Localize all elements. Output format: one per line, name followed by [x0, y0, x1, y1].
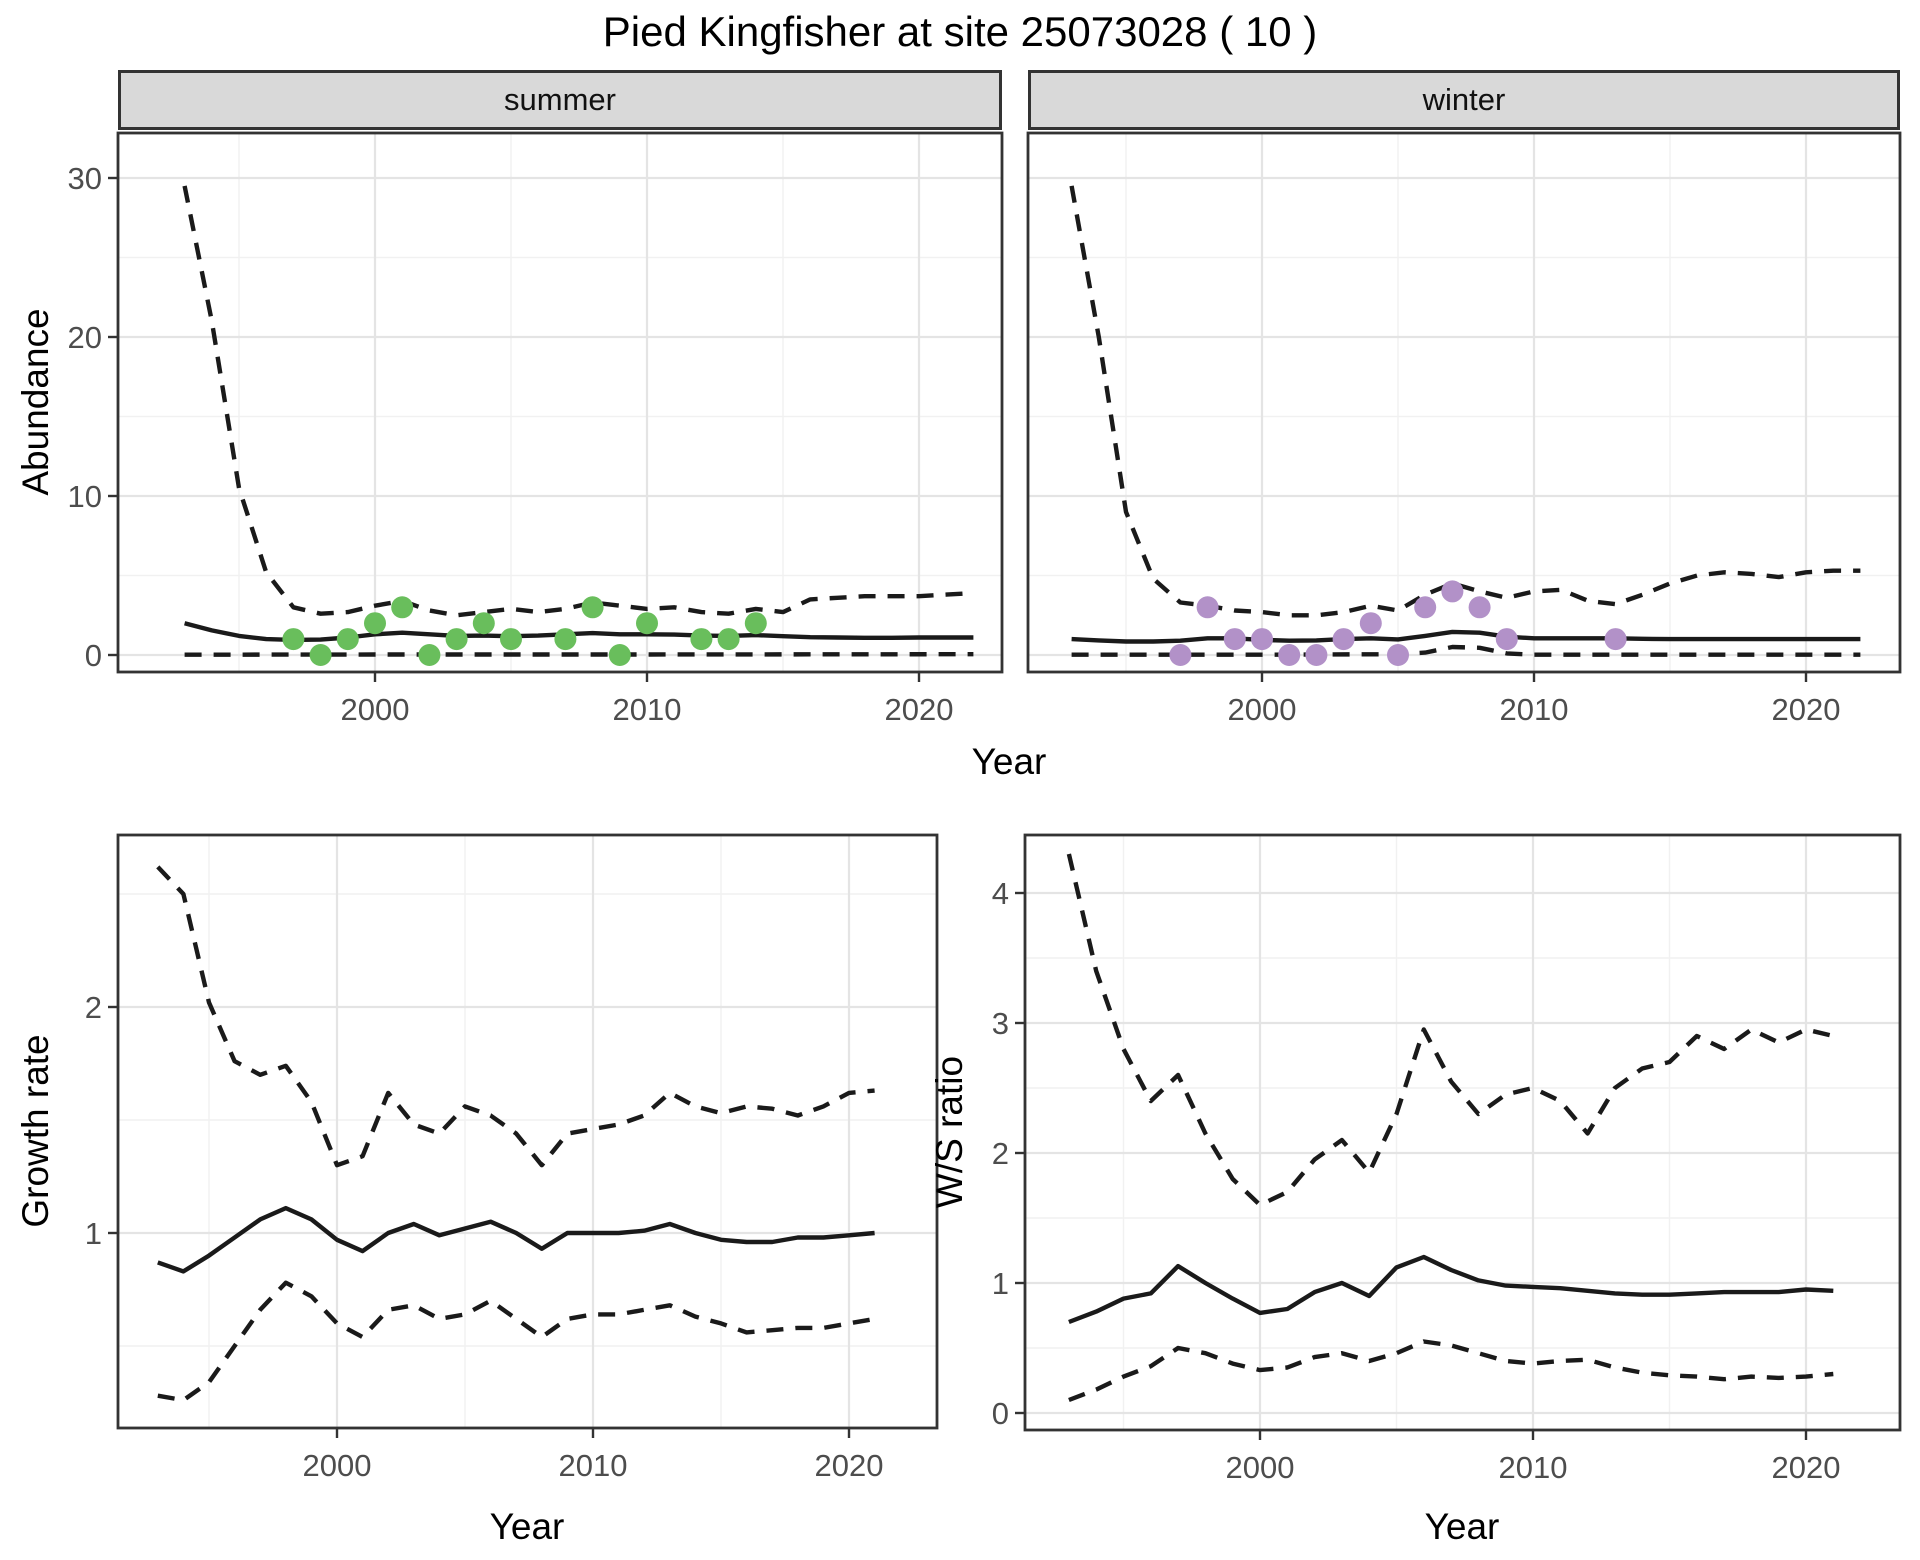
data-point — [445, 628, 468, 651]
x-tick-label: 2000 — [341, 692, 410, 727]
panel-abundance-summer: 2000 2010 2020 0 10 20 30 — [68, 131, 1004, 727]
y-axis-title-abundance: Abundance — [15, 308, 56, 496]
data-point — [336, 628, 359, 651]
data-point — [391, 596, 414, 619]
data-point — [1223, 628, 1246, 651]
x-axis-title-ws: Year — [1424, 1506, 1500, 1547]
y-tick-label: 30 — [68, 161, 102, 196]
data-point — [309, 644, 332, 666]
panel-background — [1028, 133, 1900, 672]
x-tick-label: 2020 — [885, 692, 954, 727]
data-point — [418, 644, 441, 666]
data-point — [690, 628, 713, 651]
y-tick-label: 3 — [992, 1006, 1009, 1041]
x-tick-label: 2010 — [1499, 1450, 1568, 1485]
y-tick-label: 2 — [85, 990, 102, 1025]
data-point — [1387, 644, 1409, 666]
series-group — [1066, 853, 1834, 1403]
data-point — [364, 612, 386, 635]
x-axis-title-growth: Year — [489, 1506, 565, 1547]
data-point — [1196, 596, 1219, 619]
data-point — [744, 612, 767, 635]
data-point — [554, 628, 577, 651]
series-median — [1071, 629, 1861, 644]
x-tick-label: 2010 — [1500, 692, 1569, 727]
y-tick-label: 0 — [85, 638, 102, 673]
x-tick-label: 2020 — [1772, 1450, 1841, 1485]
series-upper_ci — [1066, 853, 1834, 1208]
series-observations — [1169, 580, 1627, 666]
series-upper_ci — [156, 865, 875, 1168]
data-point — [1332, 628, 1355, 651]
series-median — [157, 1205, 875, 1274]
x-tick-label: 2000 — [1226, 1450, 1295, 1485]
panel-abundance-winter: 2000 2010 2020 — [1026, 131, 1902, 727]
series-observations — [282, 596, 767, 666]
facet-label-winter: winter — [1422, 82, 1506, 117]
x-axis-title-top: Year — [971, 741, 1047, 782]
data-point — [1169, 644, 1192, 666]
x-tick-label: 2000 — [303, 1448, 372, 1483]
data-point — [717, 628, 740, 651]
data-point — [1414, 596, 1437, 619]
x-tick-label: 2020 — [1772, 692, 1841, 727]
series-group — [1069, 185, 1861, 666]
series-median — [184, 621, 974, 643]
data-point — [472, 612, 495, 635]
y-tick-label: 1 — [992, 1266, 1009, 1301]
data-point — [1305, 644, 1328, 666]
data-point — [1359, 612, 1382, 635]
data-point — [1468, 596, 1491, 619]
y-axis-title-growth-rate: Growth rate — [15, 1034, 56, 1228]
panel-border — [116, 131, 1004, 674]
y-tick-label: 20 — [68, 320, 102, 355]
y-tick-label: 2 — [992, 1136, 1009, 1171]
data-point — [1495, 628, 1518, 651]
x-tick-label: 2010 — [559, 1448, 628, 1483]
data-point — [500, 628, 522, 651]
chart-title: Pied Kingfisher at site 25073028 ( 10 ) — [602, 8, 1318, 55]
series-median — [1068, 1254, 1834, 1325]
facet-strip-winter: winter — [1028, 70, 1900, 130]
y-axis-title-ws-ratio: W/S ratio — [929, 1055, 970, 1209]
series-upper_ci — [182, 185, 974, 618]
panel-background — [118, 835, 937, 1428]
series-group — [156, 865, 875, 1403]
facet-label-summer: summer — [504, 82, 616, 117]
data-point — [282, 628, 305, 651]
data-point — [581, 596, 604, 619]
data-point — [1278, 644, 1301, 666]
data-point — [608, 644, 631, 666]
y-tick-label: 1 — [85, 1216, 102, 1251]
series-upper_ci — [1069, 185, 1861, 618]
panel-background — [118, 133, 1002, 672]
data-point — [1604, 628, 1627, 651]
panel-growth-rate: 2000 2010 2020 1 2 — [85, 833, 939, 1483]
x-tick-label: 2000 — [1228, 692, 1297, 727]
data-point — [1441, 580, 1464, 603]
x-tick-label: 2020 — [815, 1448, 884, 1483]
panel-border — [116, 833, 939, 1430]
series-lower_ci — [184, 652, 974, 657]
facet-strip-summer: summer — [118, 70, 1002, 130]
panel-border — [1026, 131, 1902, 674]
panel-ws-ratio: 2000 2010 2020 0 1 2 3 4 — [992, 833, 1902, 1485]
series-group — [182, 185, 974, 666]
y-tick-label: 10 — [68, 479, 102, 514]
x-tick-label: 2010 — [613, 692, 682, 727]
y-tick-label: 0 — [992, 1396, 1009, 1431]
data-point — [636, 612, 658, 635]
data-point — [1251, 628, 1273, 651]
panel-border — [1023, 833, 1902, 1432]
y-tick-label: 4 — [992, 876, 1009, 911]
panel-background — [1025, 835, 1900, 1430]
